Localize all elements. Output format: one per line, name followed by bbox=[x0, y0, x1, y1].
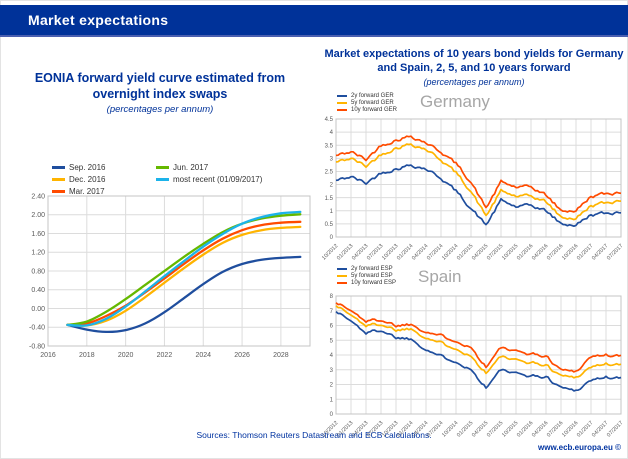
legend-item: 5y forward GER bbox=[337, 100, 397, 106]
legend-swatch bbox=[337, 102, 347, 104]
legend-item: Jun. 2017 bbox=[156, 163, 262, 172]
legend-swatch bbox=[337, 275, 347, 277]
svg-text:8: 8 bbox=[330, 294, 334, 300]
svg-text:1.20: 1.20 bbox=[31, 250, 45, 257]
legend-label: Sep. 2016 bbox=[69, 163, 106, 172]
eonia-chart-subtitle: (percentages per annum) bbox=[106, 104, 214, 115]
bond-yields-title: Market expectations of 10 years bond yie… bbox=[324, 48, 624, 75]
svg-text:0: 0 bbox=[330, 412, 334, 418]
svg-text:4: 4 bbox=[330, 130, 334, 136]
legend-swatch bbox=[156, 166, 169, 169]
legend-item: 2y forward GER bbox=[337, 93, 397, 99]
svg-text:4: 4 bbox=[330, 353, 334, 359]
sources-text: Sources: Thomson Reuters Datastream and … bbox=[196, 430, 432, 440]
svg-text:2.5: 2.5 bbox=[325, 170, 334, 176]
legend-label: Jun. 2017 bbox=[173, 163, 209, 172]
legend-swatch bbox=[337, 95, 347, 97]
svg-text:2028: 2028 bbox=[273, 352, 289, 359]
svg-text:2024: 2024 bbox=[195, 352, 211, 359]
germany-heading: Germany bbox=[420, 92, 490, 111]
svg-text:1.5: 1.5 bbox=[325, 196, 334, 202]
svg-text:2018: 2018 bbox=[79, 352, 95, 359]
slide-title: Market expectations bbox=[28, 12, 169, 28]
legend-label: Dec. 2016 bbox=[69, 175, 106, 184]
svg-text:1: 1 bbox=[330, 209, 334, 215]
svg-text:0.80: 0.80 bbox=[31, 268, 45, 275]
svg-text:2026: 2026 bbox=[234, 352, 250, 359]
bond-yields-subtitle: (percentages per annum) bbox=[423, 77, 525, 87]
legend-swatch bbox=[337, 109, 347, 111]
svg-text:1.60: 1.60 bbox=[31, 231, 45, 238]
svg-text:-0.80: -0.80 bbox=[29, 343, 45, 350]
eonia-chart: 2.40 2.00 1.60 1.20 0.80 0.40 0.00 -0.40 -0.80 20… bbox=[29, 193, 311, 359]
legend-item: 10y forward GER bbox=[337, 107, 397, 113]
eonia-legend: Sep. 2016 Dec. 2016 Mar. 2017 Jun. 2017 most… bbox=[52, 163, 262, 199]
svg-text:0: 0 bbox=[330, 235, 334, 241]
svg-text:5: 5 bbox=[330, 338, 334, 344]
svg-text:4.5: 4.5 bbox=[325, 117, 334, 123]
legend-item: Mar. 2017 bbox=[52, 187, 142, 196]
germany-legend: 2y forward GER 5y forward GER 10y forward … bbox=[337, 93, 397, 114]
legend-label: 2y forward ESP bbox=[351, 266, 393, 272]
svg-text:3.5: 3.5 bbox=[325, 143, 334, 149]
germany-chart: 4.543.532.521.510.5010/201201/201304/201… bbox=[321, 117, 624, 261]
svg-text:2: 2 bbox=[330, 183, 334, 189]
legend-item: 10y forward ESP bbox=[337, 280, 396, 286]
legend-swatch bbox=[337, 268, 347, 270]
svg-text:-0.40: -0.40 bbox=[29, 325, 45, 332]
svg-text:3: 3 bbox=[330, 368, 334, 374]
legend-label: 10y forward GER bbox=[351, 107, 398, 113]
spain-chart: 87654321010/201201/201304/201307/201310/… bbox=[321, 294, 624, 438]
header-accent-line bbox=[0, 35, 628, 37]
svg-text:1: 1 bbox=[330, 397, 334, 403]
svg-text:0.5: 0.5 bbox=[325, 222, 334, 228]
legend-label: most recent (01/09/2017) bbox=[173, 175, 263, 184]
legend-item: 5y forward ESP bbox=[337, 273, 396, 279]
svg-text:2020: 2020 bbox=[118, 352, 134, 359]
svg-text:6: 6 bbox=[330, 324, 334, 330]
svg-text:0.00: 0.00 bbox=[31, 306, 45, 313]
svg-text:3: 3 bbox=[330, 156, 334, 162]
svg-text:2.40: 2.40 bbox=[31, 193, 45, 200]
legend-swatch bbox=[52, 190, 65, 193]
spain-heading: Spain bbox=[418, 267, 462, 286]
legend-swatch bbox=[156, 178, 169, 181]
legend-label: 10y forward ESP bbox=[351, 280, 397, 286]
legend-label: 2y forward GER bbox=[351, 93, 394, 99]
legend-swatch bbox=[52, 166, 65, 169]
svg-text:07/2017: 07/2017 bbox=[606, 243, 624, 261]
legend-label: 5y forward ESP bbox=[351, 273, 393, 279]
spain-legend: 2y forward ESP 5y forward ESP 10y forward … bbox=[337, 266, 396, 287]
svg-text:2.00: 2.00 bbox=[31, 212, 45, 219]
legend-label: Mar. 2017 bbox=[69, 187, 105, 196]
svg-text:7: 7 bbox=[330, 309, 334, 315]
legend-item: Dec. 2016 bbox=[52, 175, 142, 184]
legend-item: 2y forward ESP bbox=[337, 266, 396, 272]
header-bar: Market expectations bbox=[0, 5, 628, 35]
svg-text:0.40: 0.40 bbox=[31, 287, 45, 294]
legend-swatch bbox=[337, 282, 347, 284]
svg-text:2022: 2022 bbox=[157, 352, 173, 359]
eonia-chart-title: EONIA forward yield curve estimated from… bbox=[34, 71, 286, 101]
legend-label: 5y forward GER bbox=[351, 100, 394, 106]
svg-text:2: 2 bbox=[330, 383, 334, 389]
legend-swatch bbox=[52, 178, 65, 181]
ecb-url: www.ecb.europa.eu © bbox=[538, 443, 621, 452]
svg-text:2016: 2016 bbox=[40, 352, 56, 359]
legend-item: Sep. 2016 bbox=[52, 163, 142, 172]
legend-item: most recent (01/09/2017) bbox=[156, 175, 262, 184]
